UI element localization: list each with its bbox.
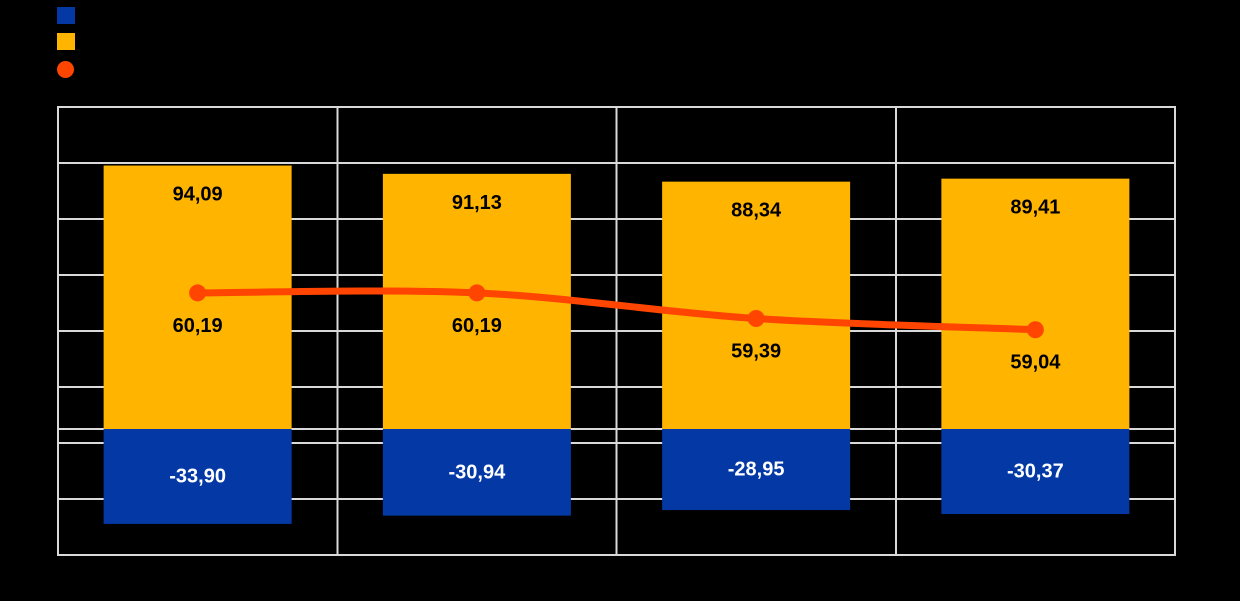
bar-segment-blue-bars-2	[382, 429, 571, 516]
data-label-blue-bars: -28,95	[728, 459, 785, 481]
data-label-orange-bars: 91,13	[452, 192, 502, 214]
line-series-path	[194, 287, 1039, 334]
bar-segment-blue-bars-3	[662, 429, 851, 511]
data-label-orange-bars: 89,41	[1010, 197, 1060, 219]
bar-segment-blue-bars-1	[103, 429, 292, 524]
line-point-2	[468, 284, 486, 302]
line-point-3	[747, 310, 765, 328]
line-point-1	[189, 284, 207, 302]
data-label-blue-bars: -33,90	[169, 465, 226, 487]
data-label-red-line: 59,39	[731, 341, 781, 363]
bar-segment-blue-bars-4	[941, 429, 1130, 515]
data-label-orange-bars: 88,34	[731, 200, 782, 222]
data-label-orange-bars: 94,09	[173, 184, 223, 206]
bar-segment-orange-bars-3	[662, 181, 851, 429]
legend-marker-square-1	[57, 7, 75, 24]
legend-marker-square-2	[57, 33, 75, 50]
data-label-blue-bars: -30,37	[1007, 461, 1064, 483]
legend-marker-circle-3	[57, 61, 74, 78]
data-label-red-line: 60,19	[173, 315, 223, 337]
plot-border	[57, 106, 1176, 556]
bar-segment-orange-bars-4	[941, 178, 1130, 429]
data-label-red-line: 60,19	[452, 315, 502, 337]
line-point-4	[1026, 321, 1044, 339]
data-label-blue-bars: -30,94	[449, 461, 507, 483]
data-label-red-line: 59,04	[1010, 352, 1061, 374]
